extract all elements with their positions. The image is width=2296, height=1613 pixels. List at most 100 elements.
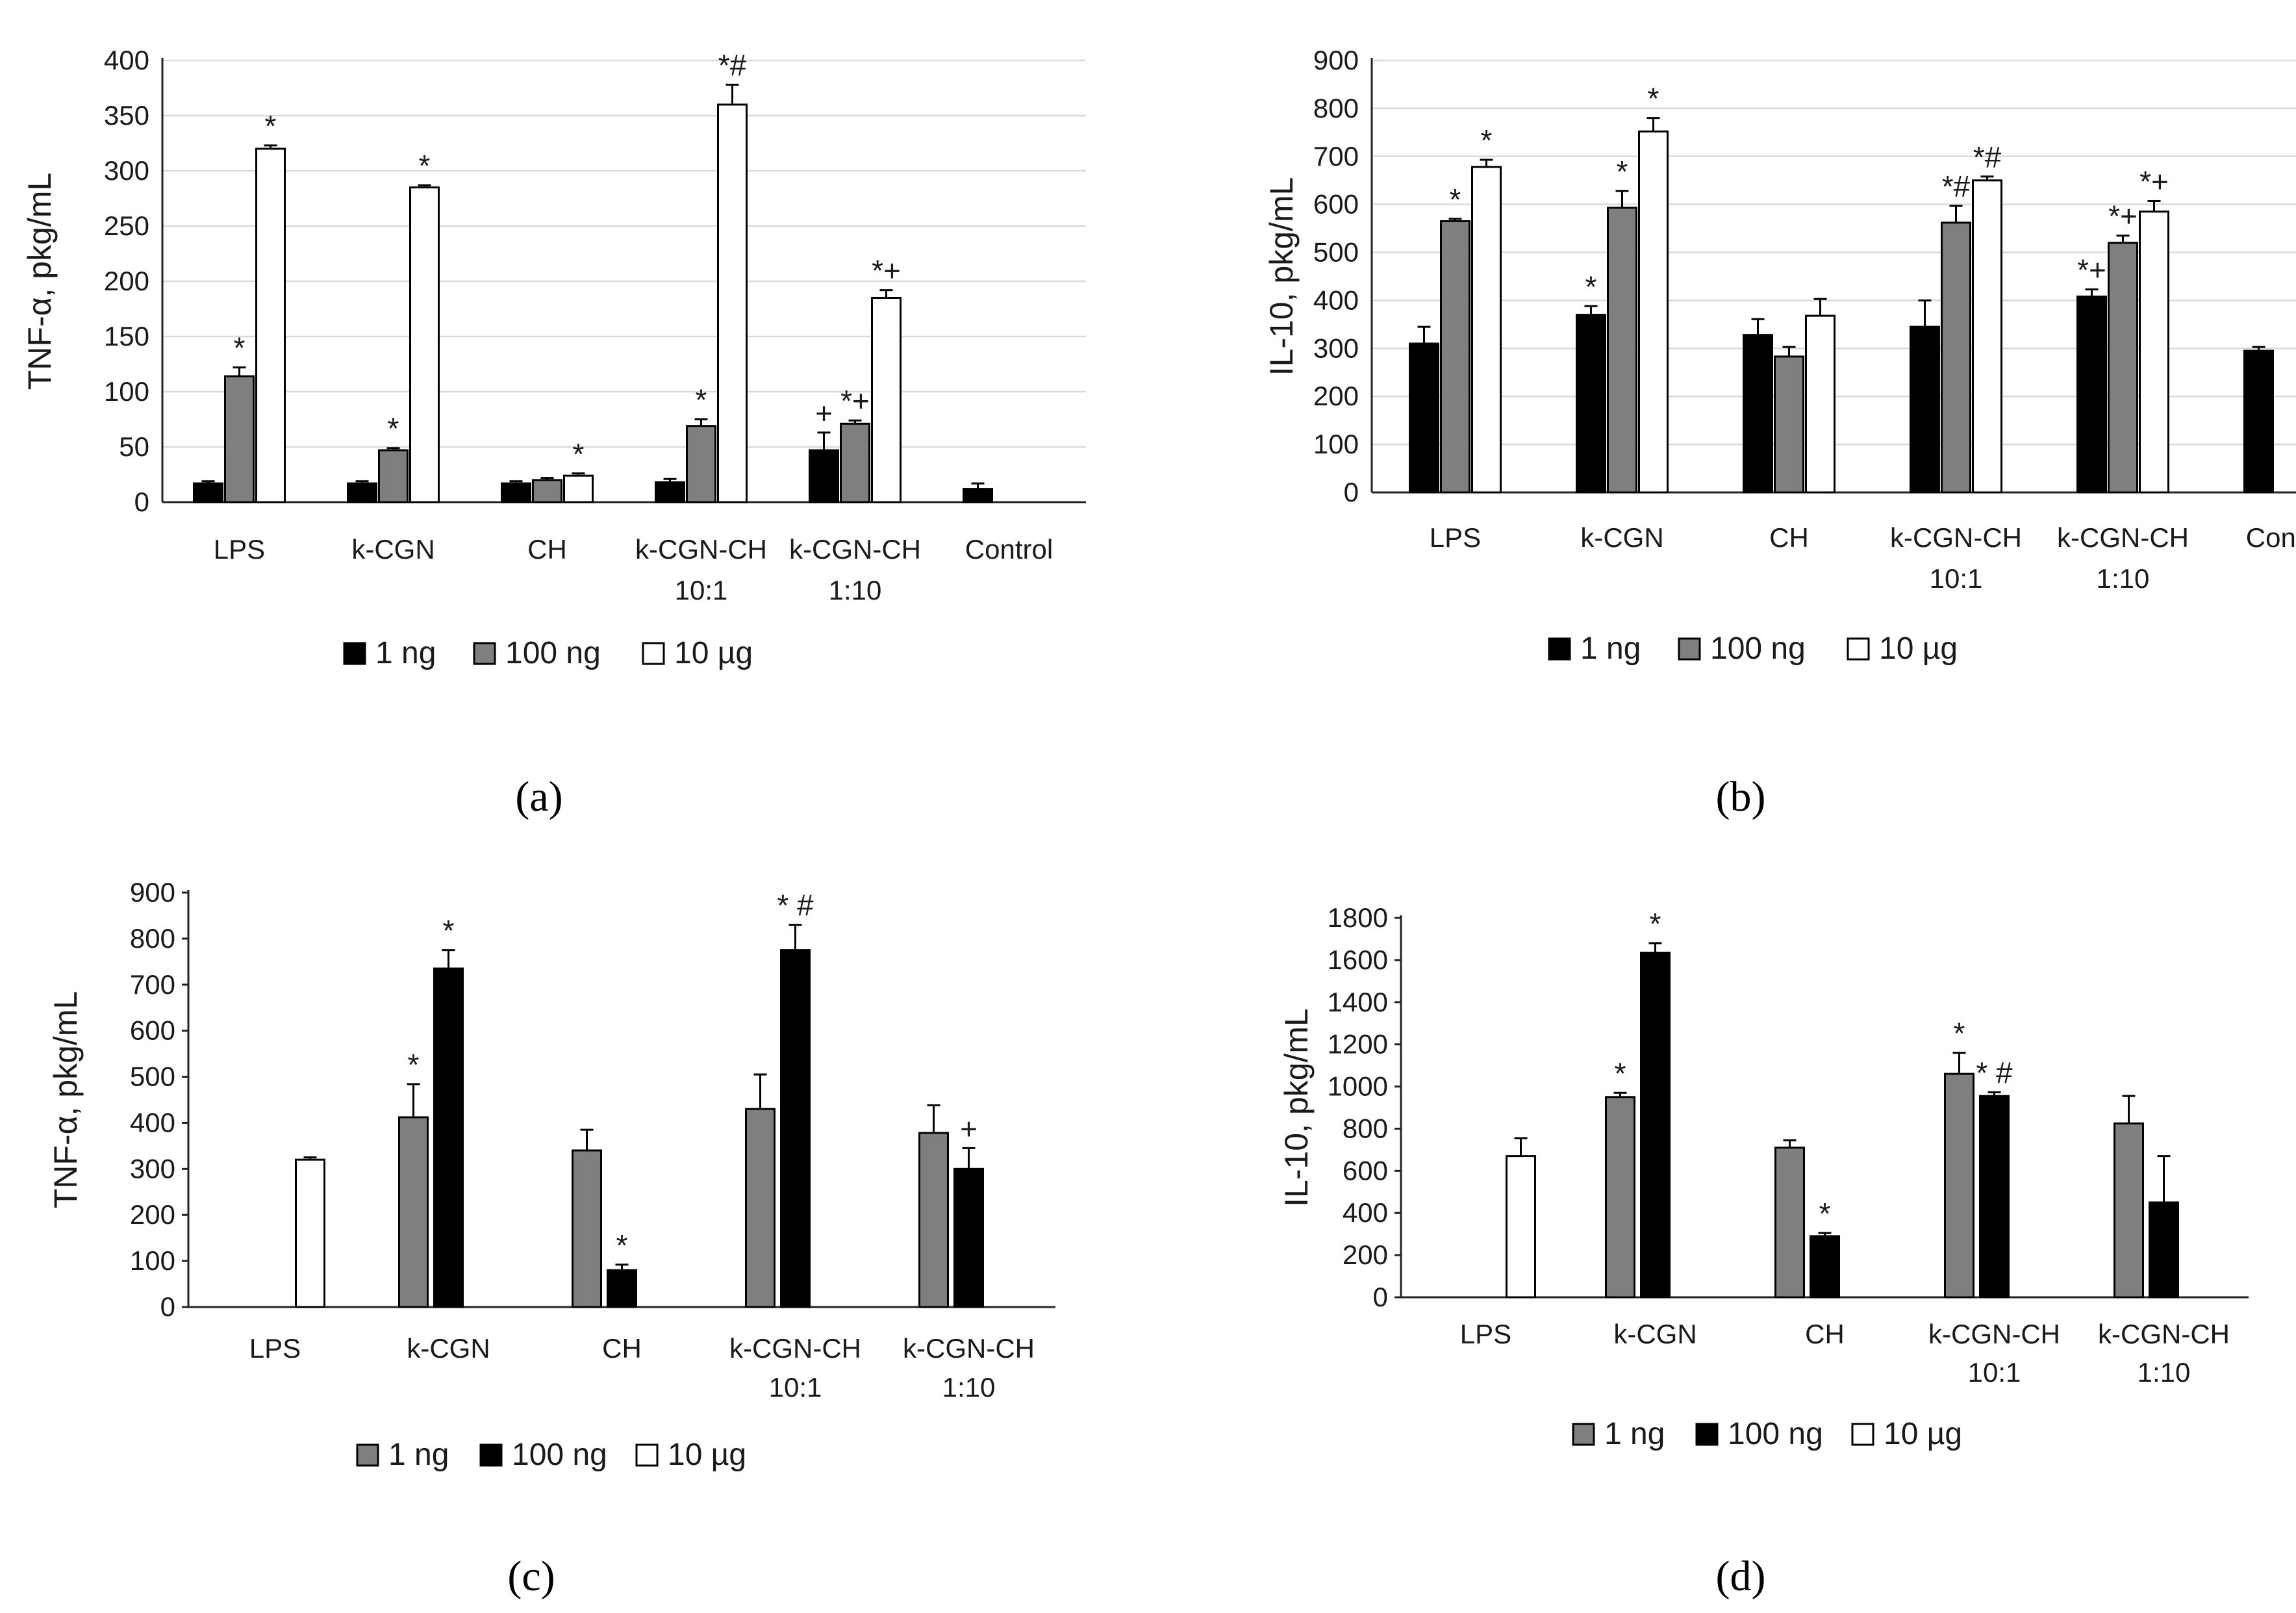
y-axis-label: IL-10, pkg/mL <box>1263 177 1300 376</box>
significance-marker: *+ <box>2077 253 2106 286</box>
y-tick-label: 400 <box>130 1107 175 1137</box>
x-tick-label: 1:10 <box>829 575 882 605</box>
legend-label: 1 ng <box>1604 1417 1665 1451</box>
significance-marker: + <box>960 1111 978 1145</box>
significance-marker: *# <box>718 48 747 82</box>
legend-swatch <box>1678 637 1701 661</box>
y-tick-label: 900 <box>130 877 175 908</box>
bar <box>398 1116 429 1308</box>
bar <box>780 949 811 1308</box>
significance-marker: * <box>388 412 399 446</box>
bar <box>1605 1096 1635 1299</box>
y-tick-label: 50 <box>119 431 149 462</box>
chart-panel-d: 0 200 400 600 800 1000 1200 1400 1600 1800 IL-10, … <box>1278 902 2249 1600</box>
significance-marker: + <box>815 396 833 430</box>
legend-label: 100 ng <box>1710 631 1806 666</box>
y-tick-label: 1000 <box>1328 1071 1388 1102</box>
legend-swatch <box>479 1443 503 1467</box>
significance-marker: *+ <box>872 254 901 288</box>
bar <box>1805 314 1836 494</box>
significance-marker: * <box>573 437 585 471</box>
legend-swatch <box>473 642 496 665</box>
y-tick-label: 250 <box>104 210 149 241</box>
y-tick-label: 1600 <box>1328 945 1388 975</box>
x-tick-label: k-CGN <box>1613 1319 1697 1349</box>
significance-marker: * <box>1585 270 1597 303</box>
x-tick-label: CH <box>602 1333 642 1364</box>
significance-marker: * # <box>1976 1056 2013 1089</box>
x-tick-label: Control <box>965 534 1053 565</box>
legend-label: 1 ng <box>375 636 436 670</box>
chart-panel-c: 0 100 200 300 400 500 600 700 800 900 TNF-α, pkg/m… <box>47 877 1055 1600</box>
y-axis-label: TNF-α, pkg/mL <box>21 173 58 390</box>
bar <box>2113 1122 2144 1299</box>
significance-marker: * <box>419 149 431 183</box>
legend-swatch <box>1847 637 1870 661</box>
x-tick-label: 1:10 <box>942 1372 996 1403</box>
significance-marker: *+ <box>2139 164 2169 198</box>
y-tick-label: 0 <box>134 487 149 517</box>
bar <box>953 1167 984 1308</box>
legend-label: 10 µg <box>1884 1417 1962 1451</box>
bar <box>655 481 685 503</box>
significance-marker: * <box>1954 1017 1965 1050</box>
x-tick-label: LPS <box>1430 522 1481 553</box>
x-tick-label: k-CGN <box>1580 522 1663 553</box>
legend-label: 1 ng <box>388 1438 449 1472</box>
bar <box>2139 210 2169 494</box>
legend-label: 100 ng <box>505 636 601 670</box>
bar <box>501 482 531 503</box>
legend-label: 10 µg <box>674 636 753 670</box>
bar <box>1638 130 1669 494</box>
bar <box>532 479 562 503</box>
x-tick-label: 10:1 <box>769 1372 822 1403</box>
legend-swatch <box>1548 637 1571 661</box>
legend-label: 100 ng <box>512 1438 607 1472</box>
y-tick-label: 150 <box>104 321 149 351</box>
x-tick-label: CH <box>1805 1319 1845 1349</box>
y-tick-label: 600 <box>1313 189 1359 220</box>
legend-swatch <box>1851 1423 1874 1446</box>
significance-marker: * <box>443 914 455 948</box>
bar <box>193 482 223 503</box>
y-tick-label: 600 <box>1343 1155 1388 1186</box>
significance-marker: * <box>696 383 707 417</box>
x-tick-label: 1:10 <box>2097 563 2150 594</box>
legend-swatch <box>343 642 366 665</box>
bar <box>295 1158 325 1308</box>
significance-marker: * <box>1450 183 1461 216</box>
bar <box>686 425 716 503</box>
x-tick-label: LPS <box>249 1333 301 1364</box>
bar <box>433 967 464 1308</box>
bar <box>1972 179 2002 494</box>
bar <box>1506 1155 1536 1299</box>
x-tick-label: k-CGN-CH <box>635 534 767 565</box>
y-tick-label: 700 <box>130 969 175 1000</box>
y-tick-label: 350 <box>104 100 149 131</box>
significance-marker: *# <box>1942 170 1971 203</box>
significance-marker: * <box>1648 82 1659 116</box>
chart-panel-b: 0 100 200 300 400 500 600 700 800 900 IL-10, pkg/m… <box>1263 45 2296 820</box>
significance-marker: * <box>1650 907 1661 941</box>
significance-marker: *+ <box>840 384 870 418</box>
x-tick-label: Control <box>2246 522 2296 553</box>
significance-marker: * # <box>777 889 814 922</box>
legend-swatch <box>1695 1423 1719 1446</box>
y-tick-label: 200 <box>1343 1239 1388 1270</box>
x-tick-label: k-CGN-CH <box>1890 522 2022 553</box>
bar <box>840 422 870 503</box>
bar <box>2149 1201 2179 1299</box>
x-tick-label: CH <box>527 534 567 565</box>
bar <box>1440 220 1470 494</box>
bar <box>347 482 377 503</box>
bar <box>1941 222 1971 494</box>
y-tick-label: 700 <box>1313 141 1359 171</box>
bar <box>918 1132 949 1308</box>
y-tick-label: 200 <box>104 266 149 296</box>
x-tick-label: CH <box>1769 522 1809 553</box>
legend-swatch <box>1572 1423 1595 1446</box>
bar <box>1774 1147 1805 1299</box>
y-tick-label: 800 <box>1313 93 1359 123</box>
bar <box>255 147 286 503</box>
y-tick-label: 100 <box>130 1245 175 1276</box>
